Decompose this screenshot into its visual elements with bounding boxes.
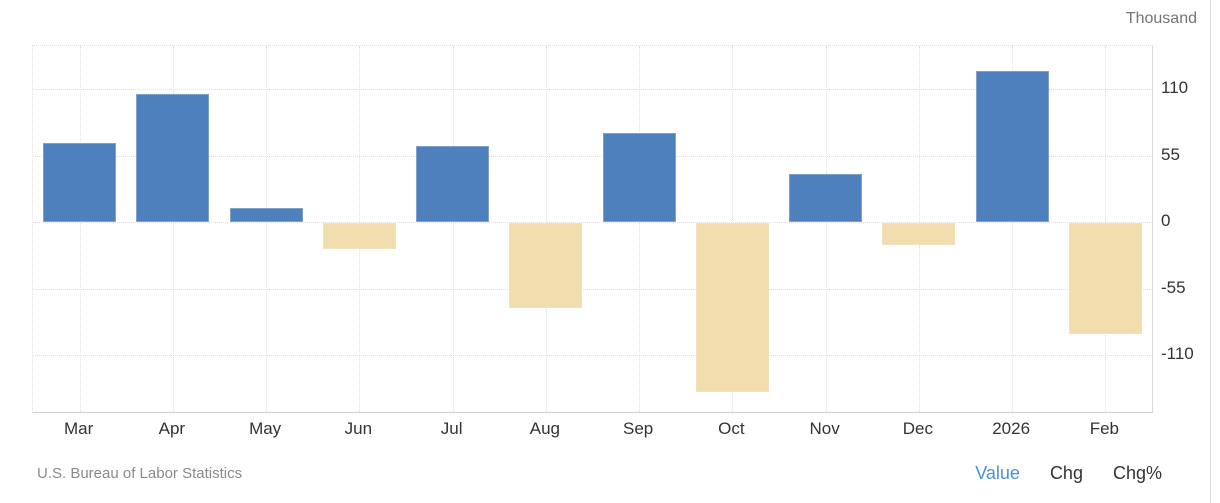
series-link-chgpct[interactable]: Chg% [1112, 463, 1162, 483]
x-axis-label: Feb [1089, 419, 1120, 438]
bar-oct[interactable] [695, 223, 769, 393]
v-gridline [639, 46, 641, 412]
v-gridline [266, 46, 268, 412]
h-gridline [33, 288, 1152, 290]
bar-feb[interactable] [1068, 223, 1142, 335]
v-gridline [1012, 46, 1014, 412]
series-link-chg[interactable]: Chg [1049, 463, 1083, 483]
series-toggle-links: Value Chg Chg% [975, 463, 1162, 484]
bar-sep[interactable] [602, 132, 676, 223]
x-axis-label: Oct [718, 419, 745, 438]
v-gridline [172, 46, 174, 412]
y-axis-tick-label: 55 [1161, 144, 1180, 164]
x-axis-label: Mar [63, 419, 94, 438]
x-axis-label: Jul [440, 419, 463, 438]
h-gridline [33, 89, 1152, 91]
h-gridline [33, 222, 1152, 224]
bar-jun[interactable] [322, 223, 396, 249]
panel-right-divider [1210, 0, 1211, 503]
plot-area [32, 45, 1153, 413]
y-axis-unit-label: Thousand [1125, 10, 1197, 27]
x-axis-label: May [249, 419, 282, 438]
x-axis-label: 2026 [992, 419, 1031, 438]
v-gridline [452, 46, 454, 412]
y-axis-tick-label: -110 [1161, 344, 1194, 364]
y-axis-tick-label: 110 [1161, 78, 1189, 98]
bar-jul[interactable] [416, 146, 490, 223]
x-axis-label: Sep [623, 419, 654, 438]
bar-2026[interactable] [975, 71, 1049, 223]
y-axis-tick-label: -55 [1161, 277, 1186, 297]
x-axis-label: Nov [809, 419, 840, 438]
x-axis-label: Dec [902, 419, 933, 438]
y-axis-tick-label: 0 [1161, 211, 1171, 231]
bar-apr[interactable] [136, 94, 210, 223]
v-gridline [79, 46, 81, 412]
x-axis-label: Jun [344, 419, 373, 438]
bar-aug[interactable] [509, 223, 583, 308]
bar-mar[interactable] [43, 142, 117, 223]
h-gridline [33, 355, 1152, 357]
x-axis-label: Aug [529, 419, 560, 438]
bar-nov[interactable] [789, 174, 863, 223]
source-attribution: U.S. Bureau of Labor Statistics [37, 465, 243, 482]
x-axis-label: Apr [158, 419, 186, 438]
v-gridline [825, 46, 827, 412]
h-gridline [33, 155, 1152, 157]
bar-dec[interactable] [882, 223, 956, 246]
bar-may[interactable] [229, 207, 303, 223]
series-link-value[interactable]: Value [975, 463, 1020, 483]
